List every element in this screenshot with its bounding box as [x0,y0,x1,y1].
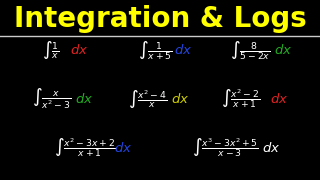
Text: Integration & Logs: Integration & Logs [14,5,306,33]
Text: $\int \frac{x^2-4}{x}$: $\int \frac{x^2-4}{x}$ [128,88,167,110]
Text: $\int \frac{x^3-3x^2+5}{x-3}$: $\int \frac{x^3-3x^2+5}{x-3}$ [192,136,259,159]
Text: $dx$: $dx$ [70,43,89,57]
Text: $\int \frac{x}{x^2-3}$: $\int \frac{x}{x^2-3}$ [32,87,71,111]
Text: $\int \frac{1}{x+5}$: $\int \frac{1}{x+5}$ [138,39,172,62]
Text: $dx$: $dx$ [75,92,93,106]
Text: $dx$: $dx$ [171,92,189,106]
Text: $dx$: $dx$ [262,141,281,155]
Text: $\int \frac{x^2-2}{x+1}$: $\int \frac{x^2-2}{x+1}$ [221,88,260,110]
Text: $dx$: $dx$ [270,92,289,106]
Text: $dx$: $dx$ [174,43,193,57]
Text: $\int \frac{x^2-3x+2}{x+1}$: $\int \frac{x^2-3x+2}{x+1}$ [54,136,116,159]
Text: $\int \frac{8}{5-2x}$: $\int \frac{8}{5-2x}$ [230,39,271,62]
Text: $dx$: $dx$ [274,43,292,57]
Text: $dx$: $dx$ [114,141,132,155]
Text: $\int \frac{1}{x}$: $\int \frac{1}{x}$ [42,39,59,61]
